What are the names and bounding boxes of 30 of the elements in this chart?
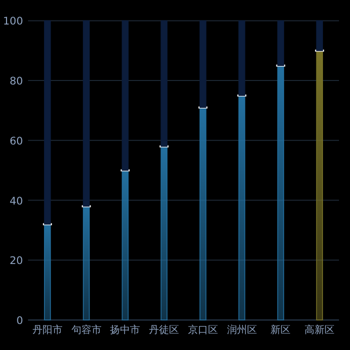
bar [277, 65, 284, 320]
bar [277, 20, 284, 66]
bar [238, 20, 246, 96]
bar [200, 107, 206, 320]
bar [316, 20, 323, 52]
bar [122, 20, 129, 171]
bar [238, 95, 246, 320]
bar [160, 20, 168, 147]
bar [122, 170, 129, 320]
x-tick-label: 扬中市 [110, 324, 140, 336]
y-tick-label: 60 [10, 135, 23, 148]
y-tick-label: 20 [10, 255, 23, 268]
x-tick-label: 丹徒区 [149, 324, 180, 336]
bar [82, 206, 90, 320]
x-tick-label: 京口区 [188, 324, 218, 336]
x-tick-label: 句容市 [71, 324, 102, 336]
bar [316, 50, 323, 320]
y-tick-label: 0 [16, 315, 23, 327]
x-tick-label: 新区 [270, 324, 291, 336]
x-tick-label: 高新区 [304, 324, 335, 336]
x-tick-label: 润州区 [226, 324, 257, 336]
y-tick-label: 40 [10, 195, 23, 208]
y-tick-label: 80 [10, 76, 23, 88]
bar [200, 20, 206, 108]
bar [44, 20, 51, 225]
bar [82, 20, 90, 207]
y-tick-label: 100 [2, 16, 23, 28]
bar [160, 146, 168, 320]
x-tick-label: 丹阳市 [32, 324, 62, 336]
bar [44, 224, 51, 320]
